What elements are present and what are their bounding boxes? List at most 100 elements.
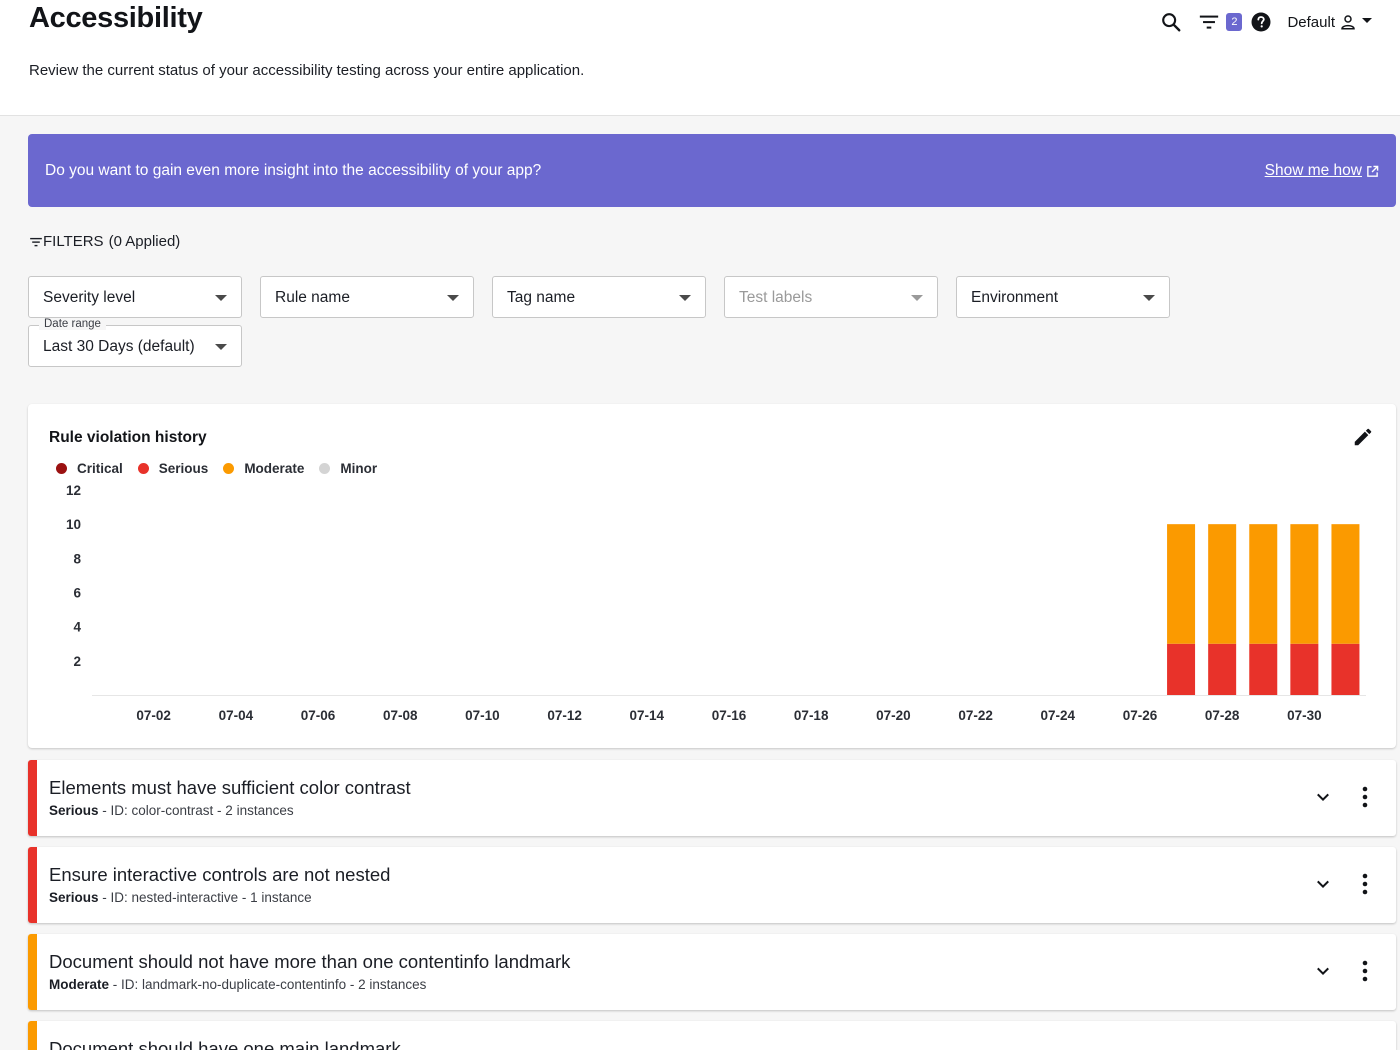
rule-detail: - ID: landmark-no-duplicate-contentinfo … <box>109 977 427 992</box>
bar-serious <box>1249 643 1278 695</box>
chevron-down-icon[interactable] <box>1314 788 1332 811</box>
bar-moderate <box>1331 524 1360 644</box>
tag-name-value: Tag name <box>507 289 576 306</box>
more-options-icon[interactable] <box>1362 960 1368 987</box>
more-options-icon[interactable] <box>1362 786 1368 813</box>
rule-title: Elements must have sufficient color cont… <box>49 777 411 798</box>
environment-value: Environment <box>971 289 1059 306</box>
legend-label-critical: Critical <box>77 461 123 476</box>
severity-stripe <box>28 1021 37 1050</box>
x-tick-label: 07-30 <box>1287 708 1322 723</box>
x-tick-label: 07-10 <box>465 708 500 723</box>
date-range-select[interactable]: Date range Last 30 Days (default) <box>28 318 242 367</box>
bar-moderate <box>1167 524 1196 644</box>
severity-level-value: Severity level <box>43 289 136 306</box>
legend-item-moderate[interactable]: Moderate <box>223 461 304 476</box>
rule-title: Document should not have more than one c… <box>49 951 571 972</box>
legend-label-serious: Serious <box>158 461 209 476</box>
severity-level-select[interactable]: Severity level <box>28 276 242 318</box>
chart-legend: Critical Serious Moderate Minor <box>56 461 392 476</box>
violation-history-card: 2 4 6 8 10 12 07-02 07-04 07-06 07-08 07-10 07-12 07… <box>28 404 1396 748</box>
bar-serious <box>1290 643 1319 695</box>
header-actions: 2 Default <box>1160 8 1372 36</box>
user-icon <box>1339 13 1357 31</box>
rule-card[interactable]: Document should not have more than one c… <box>28 934 1396 1010</box>
rule-detail: - ID: nested-interactive - 1 instance <box>98 890 312 905</box>
bar-serious <box>1167 643 1196 695</box>
x-tick-label: 07-02 <box>136 708 171 723</box>
chart-title: Rule violation history <box>49 429 207 446</box>
legend-item-critical[interactable]: Critical <box>56 461 123 476</box>
date-range-value: Last 30 Days (default) <box>43 338 195 355</box>
page-title: Accessibility <box>29 2 203 34</box>
y-tick-label: 8 <box>73 551 81 566</box>
violation-history-chart: 2 4 6 8 10 12 07-02 07-04 07-06 07-08 07-10 07-12 07… <box>66 483 1366 723</box>
caret-down-icon <box>1362 17 1372 23</box>
legend-dot-moderate <box>223 463 235 474</box>
insight-banner: Do you want to gain even more insight in… <box>28 134 1396 207</box>
date-range-label: Date range <box>39 318 106 330</box>
rule-name-value: Rule name <box>275 289 350 306</box>
banner-text: Do you want to gain even more insight in… <box>45 162 542 179</box>
rule-meta: Serious - ID: nested-interactive - 1 ins… <box>49 890 312 905</box>
dropdown-arrow-icon <box>215 295 227 301</box>
filter-count-badge: 2 <box>1226 13 1243 31</box>
filters-applied-count: (0 Applied) <box>108 233 181 250</box>
rule-card[interactable]: Document should have one main landmark <box>28 1021 1396 1050</box>
show-me-how-link[interactable]: Show me how <box>1265 162 1379 180</box>
rule-severity: Serious <box>49 890 99 905</box>
y-tick-label: 6 <box>73 586 81 601</box>
y-tick-label: 12 <box>66 483 81 498</box>
filters-heading[interactable]: FILTERS (0 Applied) <box>29 233 180 250</box>
chevron-down-icon[interactable] <box>1314 962 1332 985</box>
edit-icon[interactable] <box>1352 426 1374 453</box>
x-tick-label: 07-26 <box>1123 708 1158 723</box>
rule-severity: Serious <box>49 803 99 818</box>
x-tick-label: 07-22 <box>958 708 993 723</box>
x-tick-label: 07-06 <box>301 708 336 723</box>
severity-stripe <box>28 760 37 836</box>
legend-dot-minor <box>319 463 331 474</box>
x-tick-label: 07-18 <box>794 708 829 723</box>
x-tick-label: 07-04 <box>219 708 254 723</box>
rule-title: Document should have one main landmark <box>49 1038 401 1050</box>
rule-name-select[interactable]: Rule name <box>260 276 474 318</box>
legend-label-minor: Minor <box>340 461 378 476</box>
dropdown-arrow-icon <box>679 295 691 301</box>
x-tick-label: 07-08 <box>383 708 418 723</box>
y-tick-label: 10 <box>66 517 81 532</box>
more-options-icon[interactable] <box>1362 873 1368 900</box>
show-me-how-label: Show me how <box>1264 162 1362 179</box>
tag-name-select[interactable]: Tag name <box>492 276 706 318</box>
environment-select[interactable]: Environment <box>956 276 1170 318</box>
external-link-icon <box>1366 165 1379 178</box>
legend-item-serious[interactable]: Serious <box>137 461 209 476</box>
rule-detail: - ID: color-contrast - 2 instances <box>98 803 294 818</box>
rule-meta: Moderate - ID: landmark-no-duplicate-con… <box>49 977 426 992</box>
bar-moderate <box>1290 524 1319 644</box>
chevron-down-icon[interactable] <box>1314 875 1332 898</box>
dropdown-arrow-icon <box>215 344 227 350</box>
user-menu[interactable]: Default <box>1287 13 1372 31</box>
rule-meta: Serious - ID: color-contrast - 2 instanc… <box>49 803 294 818</box>
y-tick-label: 2 <box>73 654 81 669</box>
legend-label-moderate: Moderate <box>244 461 305 476</box>
user-menu-label: Default <box>1287 13 1335 31</box>
legend-item-minor[interactable]: Minor <box>319 461 377 476</box>
test-labels-select[interactable]: Test labels <box>724 276 938 318</box>
filters-label: FILTERS <box>43 233 104 250</box>
test-labels-value: Test labels <box>739 289 813 306</box>
rule-card[interactable]: Elements must have sufficient color cont… <box>28 760 1396 836</box>
page-subtitle: Review the current status of your access… <box>29 62 585 79</box>
filter-icon[interactable] <box>1198 11 1220 33</box>
legend-dot-critical <box>56 463 67 474</box>
rule-severity: Moderate <box>49 977 110 992</box>
bar-serious <box>1331 643 1360 695</box>
rule-title: Ensure interactive controls are not nest… <box>49 864 391 885</box>
x-tick-label: 07-12 <box>547 708 582 723</box>
filter-icon <box>29 235 43 249</box>
search-icon[interactable] <box>1160 11 1182 33</box>
x-tick-label: 07-20 <box>876 708 911 723</box>
rule-card[interactable]: Ensure interactive controls are not nest… <box>28 847 1396 923</box>
help-icon[interactable] <box>1251 12 1271 32</box>
